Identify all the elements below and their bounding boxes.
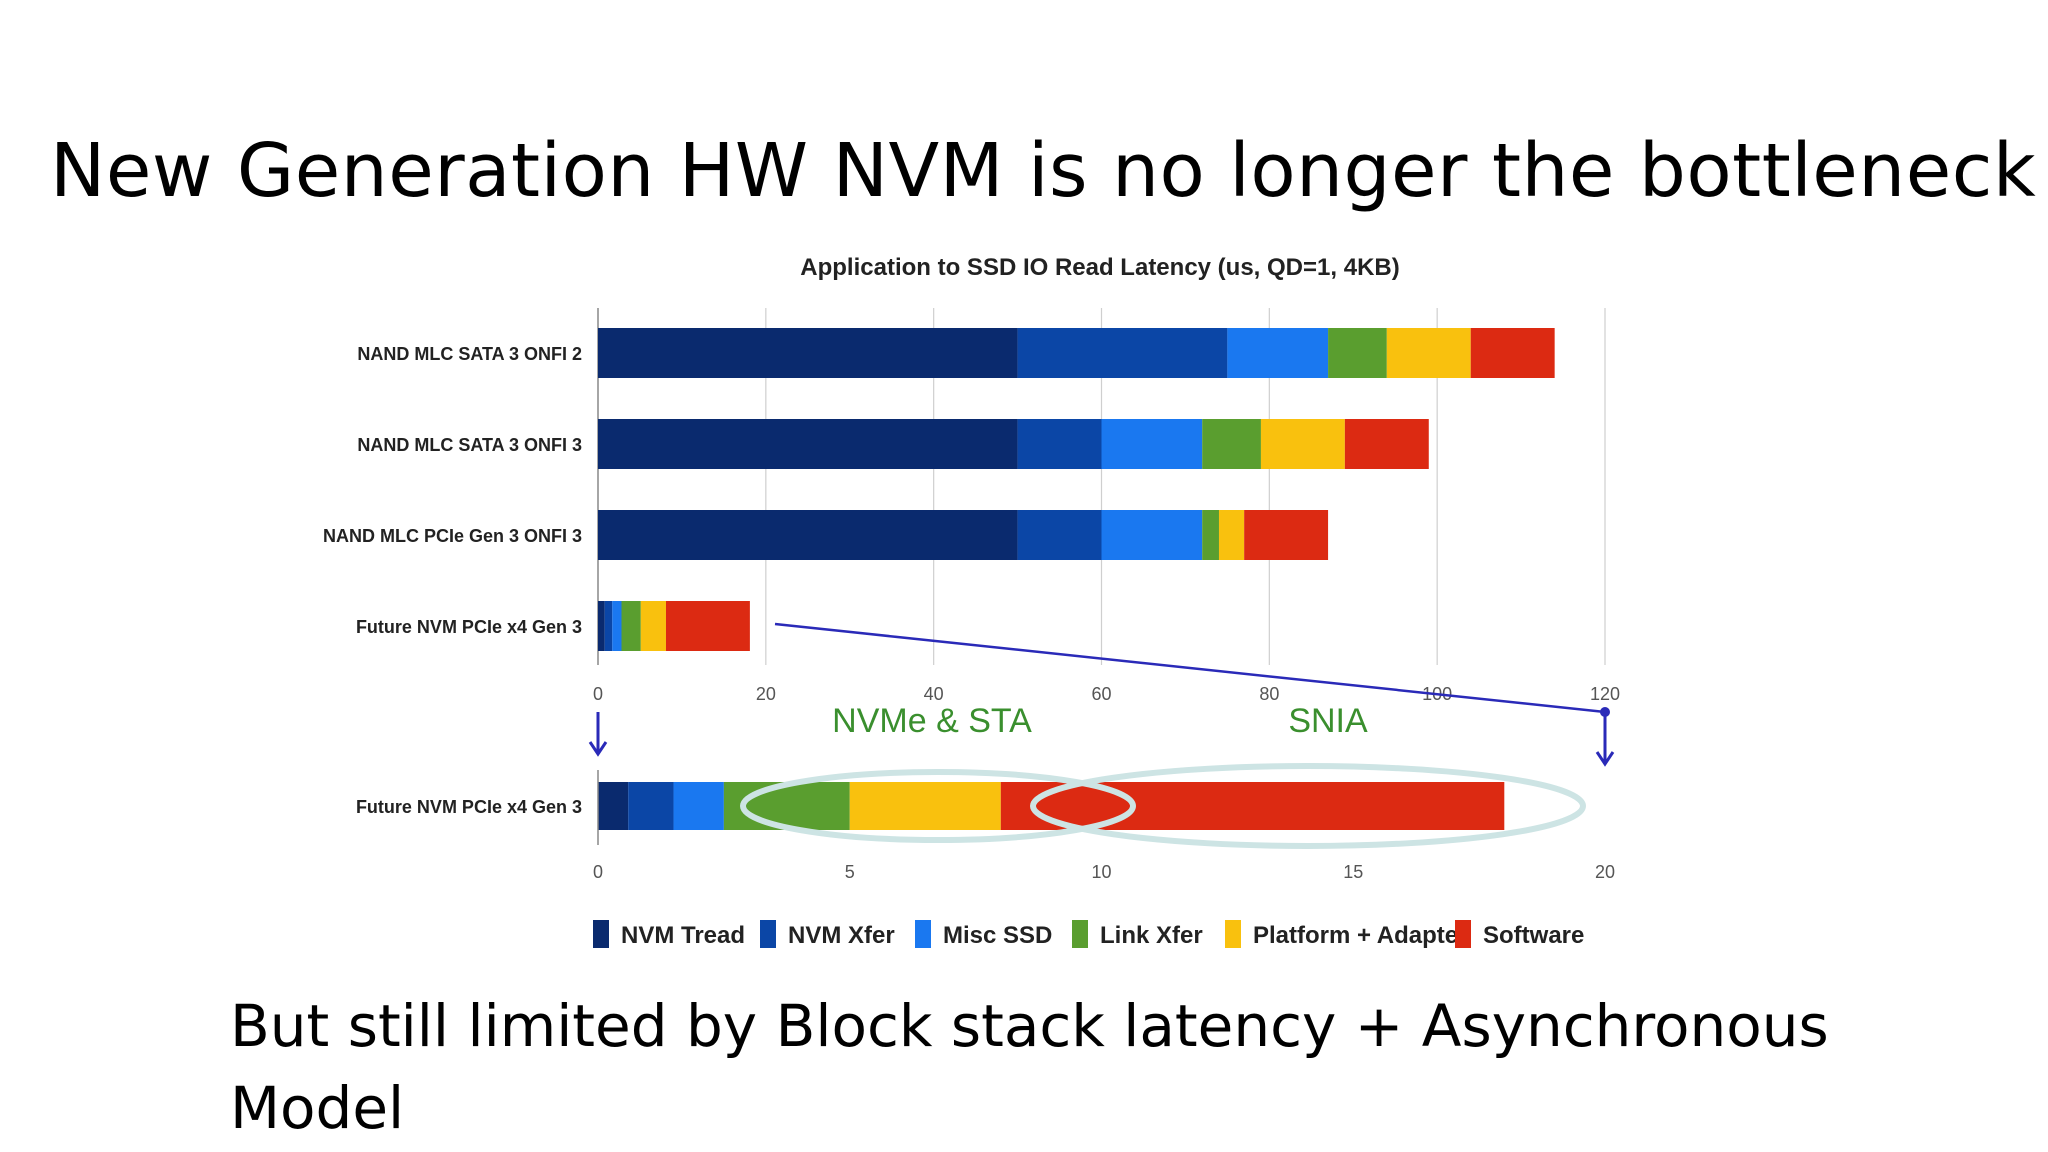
highlight-ellipse-left [740,769,1136,843]
chart-legend: NVM Tread NVM Xfer Misc SSD Link Xfer Platfo… [593,920,1584,949]
bar-segment-nvm-xfer [1017,419,1102,469]
bar-segment-software [1244,510,1329,560]
bar-segment-software [665,601,750,651]
zoom-bar-segment-platform-adapter [849,782,1001,830]
bar-segment-platform-adapter [640,601,666,651]
slide-title: New Generation HW NVM is no longer the b… [50,128,2037,214]
category-label: NAND MLC SATA 3 ONFI 2 [357,344,582,364]
x-tick-label: 60 [1091,684,1111,704]
top-chart-category-labels: NAND MLC SATA 3 ONFI 2 NAND MLC SATA 3 ON… [323,344,582,637]
bar-segment-misc-ssd [1227,328,1329,378]
bar-segment-link-xfer [1202,419,1261,469]
top-chart-x-ticks: 020406080100120 [593,684,1620,704]
bar-segment-nvm-xfer [1017,328,1228,378]
bar-segment-nvm-tread [598,601,605,651]
bar-segment-nvm-xfer [604,601,613,651]
bar-segment-software [1470,328,1555,378]
category-label: NAND MLC SATA 3 ONFI 3 [357,435,582,455]
zoom-bar-segment-nvm-xfer [628,782,674,830]
x-tick-label: 5 [845,862,855,882]
x-tick-label: 15 [1343,862,1363,882]
bar-segment-misc-ssd [612,601,622,651]
x-tick-label: 20 [756,684,776,704]
zoom-arrow-right [1595,716,1615,767]
bar-segment-platform-adapter [1386,328,1471,378]
category-label: Future NVM PCIe x4 Gen 3 [356,797,582,817]
legend-label: Platform + Adapter [1253,922,1468,949]
bar-segment-software [1344,419,1429,469]
bottom-chart-bars [597,770,1505,845]
bar-segment-link-xfer [1328,328,1387,378]
bar-segment-misc-ssd [1101,419,1203,469]
legend-label: NVM Tread [621,922,745,949]
legend-swatch-platform-adapter [1225,920,1241,948]
chart-title: Application to SSD IO Read Latency (us, … [800,254,1399,281]
legend-label: NVM Xfer [788,922,895,949]
x-tick-label: 0 [593,862,603,882]
legend-label: Misc SSD [943,922,1052,949]
category-label: NAND MLC PCIe Gen 3 ONFI 3 [323,526,582,546]
legend-label: Link Xfer [1100,922,1203,949]
highlight-ellipse-right [1030,763,1586,849]
bar-segment-nvm-tread [598,328,1018,378]
x-tick-label: 120 [1590,684,1620,704]
zoom-bar-segment-nvm-tread [598,782,629,830]
bar-segment-nvm-xfer [1017,510,1102,560]
zoom-bar-segment-software [1000,782,1505,830]
legend-swatch-misc-ssd [915,920,931,948]
callout-snia: SNIA [1288,702,1368,740]
x-tick-label: 0 [593,684,603,704]
bottom-chart-category-labels: Future NVM PCIe x4 Gen 3 [356,797,582,817]
legend-label: Software [1483,922,1584,949]
bar-segment-platform-adapter [1218,510,1245,560]
legend-swatch-nvm-tread [593,920,609,948]
bar-segment-nvm-tread [598,510,1018,560]
bar-segment-misc-ssd [1101,510,1203,560]
callout-nvme-sta: NVMe & STA [832,702,1032,740]
category-label: Future NVM PCIe x4 Gen 3 [356,617,582,637]
x-tick-label: 10 [1091,862,1111,882]
top-chart-bars [598,328,1555,651]
bar-segment-link-xfer [621,601,641,651]
x-tick-label: 40 [924,684,944,704]
zoom-connector-line [774,622,1606,714]
slide-subtitle: But still limited by Block stack latency… [230,992,1829,1142]
x-tick-label: 80 [1259,684,1279,704]
bar-segment-platform-adapter [1260,419,1345,469]
zoom-arrow-left [588,712,608,757]
zoom-bar-segment-misc-ssd [673,782,724,830]
zoom-connector-dot [1600,707,1610,717]
bar-segment-nvm-tread [598,419,1018,469]
legend-swatch-software [1455,920,1471,948]
bar-segment-link-xfer [1202,510,1219,560]
bottom-chart-x-ticks: 0 5 10 15 20 [593,862,1615,882]
legend-swatch-nvm-xfer [760,920,776,948]
x-tick-label: 20 [1595,862,1615,882]
legend-swatch-link-xfer [1072,920,1088,948]
